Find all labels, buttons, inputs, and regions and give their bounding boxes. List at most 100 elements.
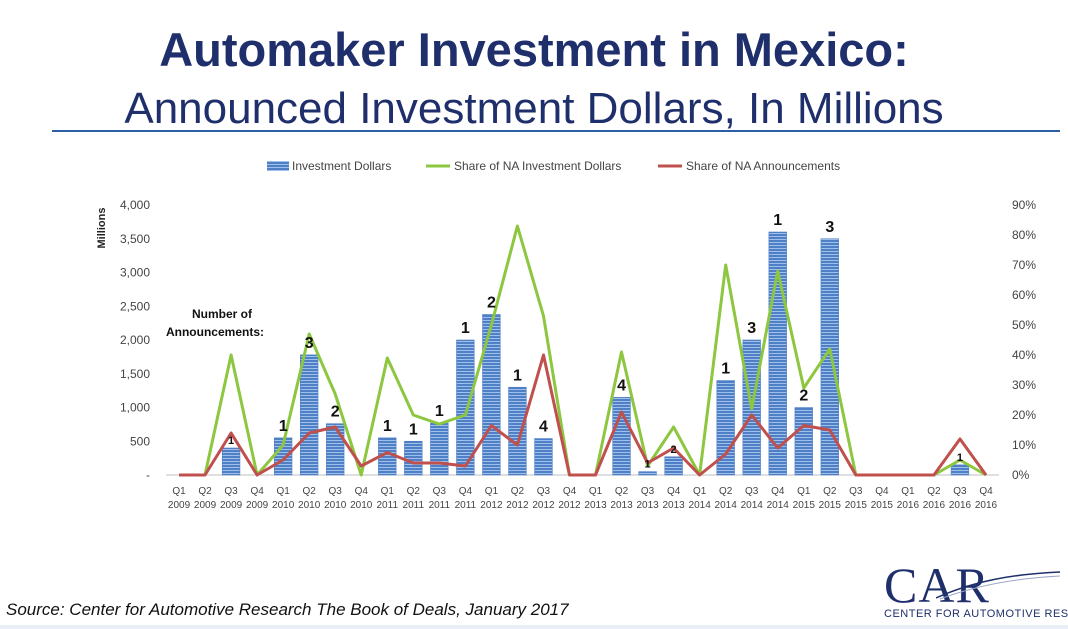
x-tick-label: Q1 bbox=[381, 486, 395, 497]
x-tick-label: Q3 bbox=[329, 486, 343, 497]
y-tick-label: 1,000 bbox=[120, 401, 150, 415]
x-tick-label: Q2 bbox=[407, 486, 421, 497]
logo-swoosh-icon bbox=[936, 571, 1061, 600]
announcement-count-label: 3 bbox=[305, 335, 314, 352]
x-tick-label: Q2 bbox=[719, 486, 733, 497]
bar-investment-dollars bbox=[794, 407, 813, 476]
x-tick-label: Q4 bbox=[563, 486, 577, 497]
x-tick-label: Q1 bbox=[589, 486, 603, 497]
announcement-count-label: 1 bbox=[435, 403, 444, 420]
bar-investment-dollars bbox=[221, 447, 241, 476]
bar-investment-dollars bbox=[612, 397, 631, 476]
announcement-count-label: 4 bbox=[617, 377, 626, 394]
x-tick-label: Q2 bbox=[198, 486, 212, 497]
x-tick-label: Q2 bbox=[927, 486, 941, 497]
announcement-count-label: 3 bbox=[747, 320, 756, 337]
x-tick-label: Q4 bbox=[459, 486, 473, 497]
y2-tick-label: 50% bbox=[1012, 318, 1036, 332]
x-tick-label: 2014 bbox=[689, 500, 712, 511]
legend-label: Share of NA Investment Dollars bbox=[454, 159, 621, 173]
x-tick-label: Q4 bbox=[875, 486, 889, 497]
announcement-count-label: 1 bbox=[513, 367, 522, 384]
announcement-count-label: 4 bbox=[539, 419, 548, 436]
y2-tick-label: 70% bbox=[1012, 258, 1036, 272]
y-tick-label: - bbox=[146, 468, 150, 482]
y-tick-label: 3,000 bbox=[120, 266, 150, 280]
legend-swatch-bar bbox=[267, 161, 289, 171]
footer-bar bbox=[0, 625, 1068, 629]
x-tick-label: 2009 bbox=[194, 500, 217, 511]
x-tick-label: 2012 bbox=[480, 500, 503, 511]
y2-tick-label: 80% bbox=[1012, 228, 1036, 242]
x-tick-label: 2012 bbox=[506, 500, 529, 511]
x-tick-label: 2013 bbox=[636, 500, 659, 511]
announcement-count-label: 1 bbox=[461, 320, 470, 337]
source-note: Source: Center for Automotive Research T… bbox=[6, 600, 569, 619]
x-tick-label: Q1 bbox=[485, 486, 499, 497]
x-tick-label: Q4 bbox=[771, 486, 785, 497]
bar-investment-dollars bbox=[508, 386, 527, 476]
x-tick-label: 2010 bbox=[298, 500, 321, 511]
annotation-label: Announcements: bbox=[166, 325, 264, 339]
announcement-count-label: 1 bbox=[645, 459, 651, 471]
x-tick-label: Q4 bbox=[667, 486, 681, 497]
y2-tick-label: 0% bbox=[1012, 468, 1030, 482]
x-tick-label: Q3 bbox=[433, 486, 447, 497]
annotation-label: Number of bbox=[192, 307, 253, 321]
bar-investment-dollars bbox=[456, 339, 475, 476]
x-tick-label: 2009 bbox=[246, 500, 269, 511]
x-tick-label: Q1 bbox=[693, 486, 707, 497]
y-tick-label: 4,000 bbox=[120, 198, 150, 212]
x-tick-label: Q4 bbox=[250, 486, 264, 497]
x-tick-label: Q3 bbox=[537, 486, 551, 497]
x-tick-label: 2016 bbox=[949, 500, 972, 511]
x-tick-label: 2016 bbox=[923, 500, 946, 511]
y-tick-label: 500 bbox=[130, 434, 150, 448]
x-tick-label: 2010 bbox=[324, 500, 347, 511]
bar-investment-dollars bbox=[430, 422, 449, 476]
x-tick-label: Q2 bbox=[511, 486, 525, 497]
x-tick-label: 2016 bbox=[975, 500, 998, 511]
announcement-count-label: 2 bbox=[331, 404, 340, 421]
y-tick-label: 2,500 bbox=[120, 299, 150, 313]
x-tick-label: 2015 bbox=[871, 500, 894, 511]
bar-investment-dollars bbox=[482, 314, 501, 476]
y2-tick-label: 10% bbox=[1012, 438, 1036, 452]
x-tick-label: Q3 bbox=[953, 486, 967, 497]
bar-investment-dollars bbox=[300, 354, 319, 476]
announcement-count-label: 1 bbox=[721, 361, 730, 378]
x-tick-label: Q1 bbox=[901, 486, 915, 497]
page-subtitle: Announced Investment Dollars, In Million… bbox=[124, 84, 944, 133]
x-tick-label: 2009 bbox=[168, 500, 191, 511]
bar-investment-dollars bbox=[950, 464, 970, 476]
announcement-count-label: 1 bbox=[383, 418, 392, 435]
y2-tick-label: 30% bbox=[1012, 378, 1036, 392]
announcement-count-label: 3 bbox=[825, 219, 834, 236]
x-tick-label: 2011 bbox=[377, 500, 399, 511]
x-tick-label: Q3 bbox=[849, 486, 863, 497]
announcement-count-label: 1 bbox=[228, 435, 234, 447]
x-tick-label: 2012 bbox=[558, 500, 581, 511]
legend-label: Investment Dollars bbox=[292, 159, 391, 173]
x-tick-label: 2016 bbox=[897, 500, 920, 511]
x-tick-label: Q1 bbox=[172, 486, 186, 497]
announcement-count-label: 1 bbox=[773, 212, 782, 229]
y-axis-label: Millions bbox=[96, 208, 108, 249]
bar-investment-dollars bbox=[664, 456, 683, 476]
logo-text: CENTER FOR AUTOMOTIVE RESEARCH bbox=[884, 608, 1068, 620]
x-tick-label: 2011 bbox=[403, 500, 425, 511]
line-share-na-announcements bbox=[179, 353, 988, 477]
x-tick-label: 2013 bbox=[584, 500, 607, 511]
x-tick-label: 2013 bbox=[610, 500, 633, 511]
bar-investment-dollars bbox=[716, 380, 735, 476]
x-tick-label: 2010 bbox=[350, 500, 373, 511]
announcement-count-label: 2 bbox=[799, 388, 808, 405]
announcement-count-label: 2 bbox=[671, 444, 677, 456]
legend-label: Share of NA Announcements bbox=[686, 159, 840, 173]
x-tick-label: Q1 bbox=[276, 486, 290, 497]
bar-investment-dollars bbox=[820, 238, 839, 476]
x-tick-label: 2014 bbox=[741, 500, 764, 511]
x-tick-label: 2014 bbox=[767, 500, 790, 511]
x-tick-label: Q3 bbox=[224, 486, 238, 497]
